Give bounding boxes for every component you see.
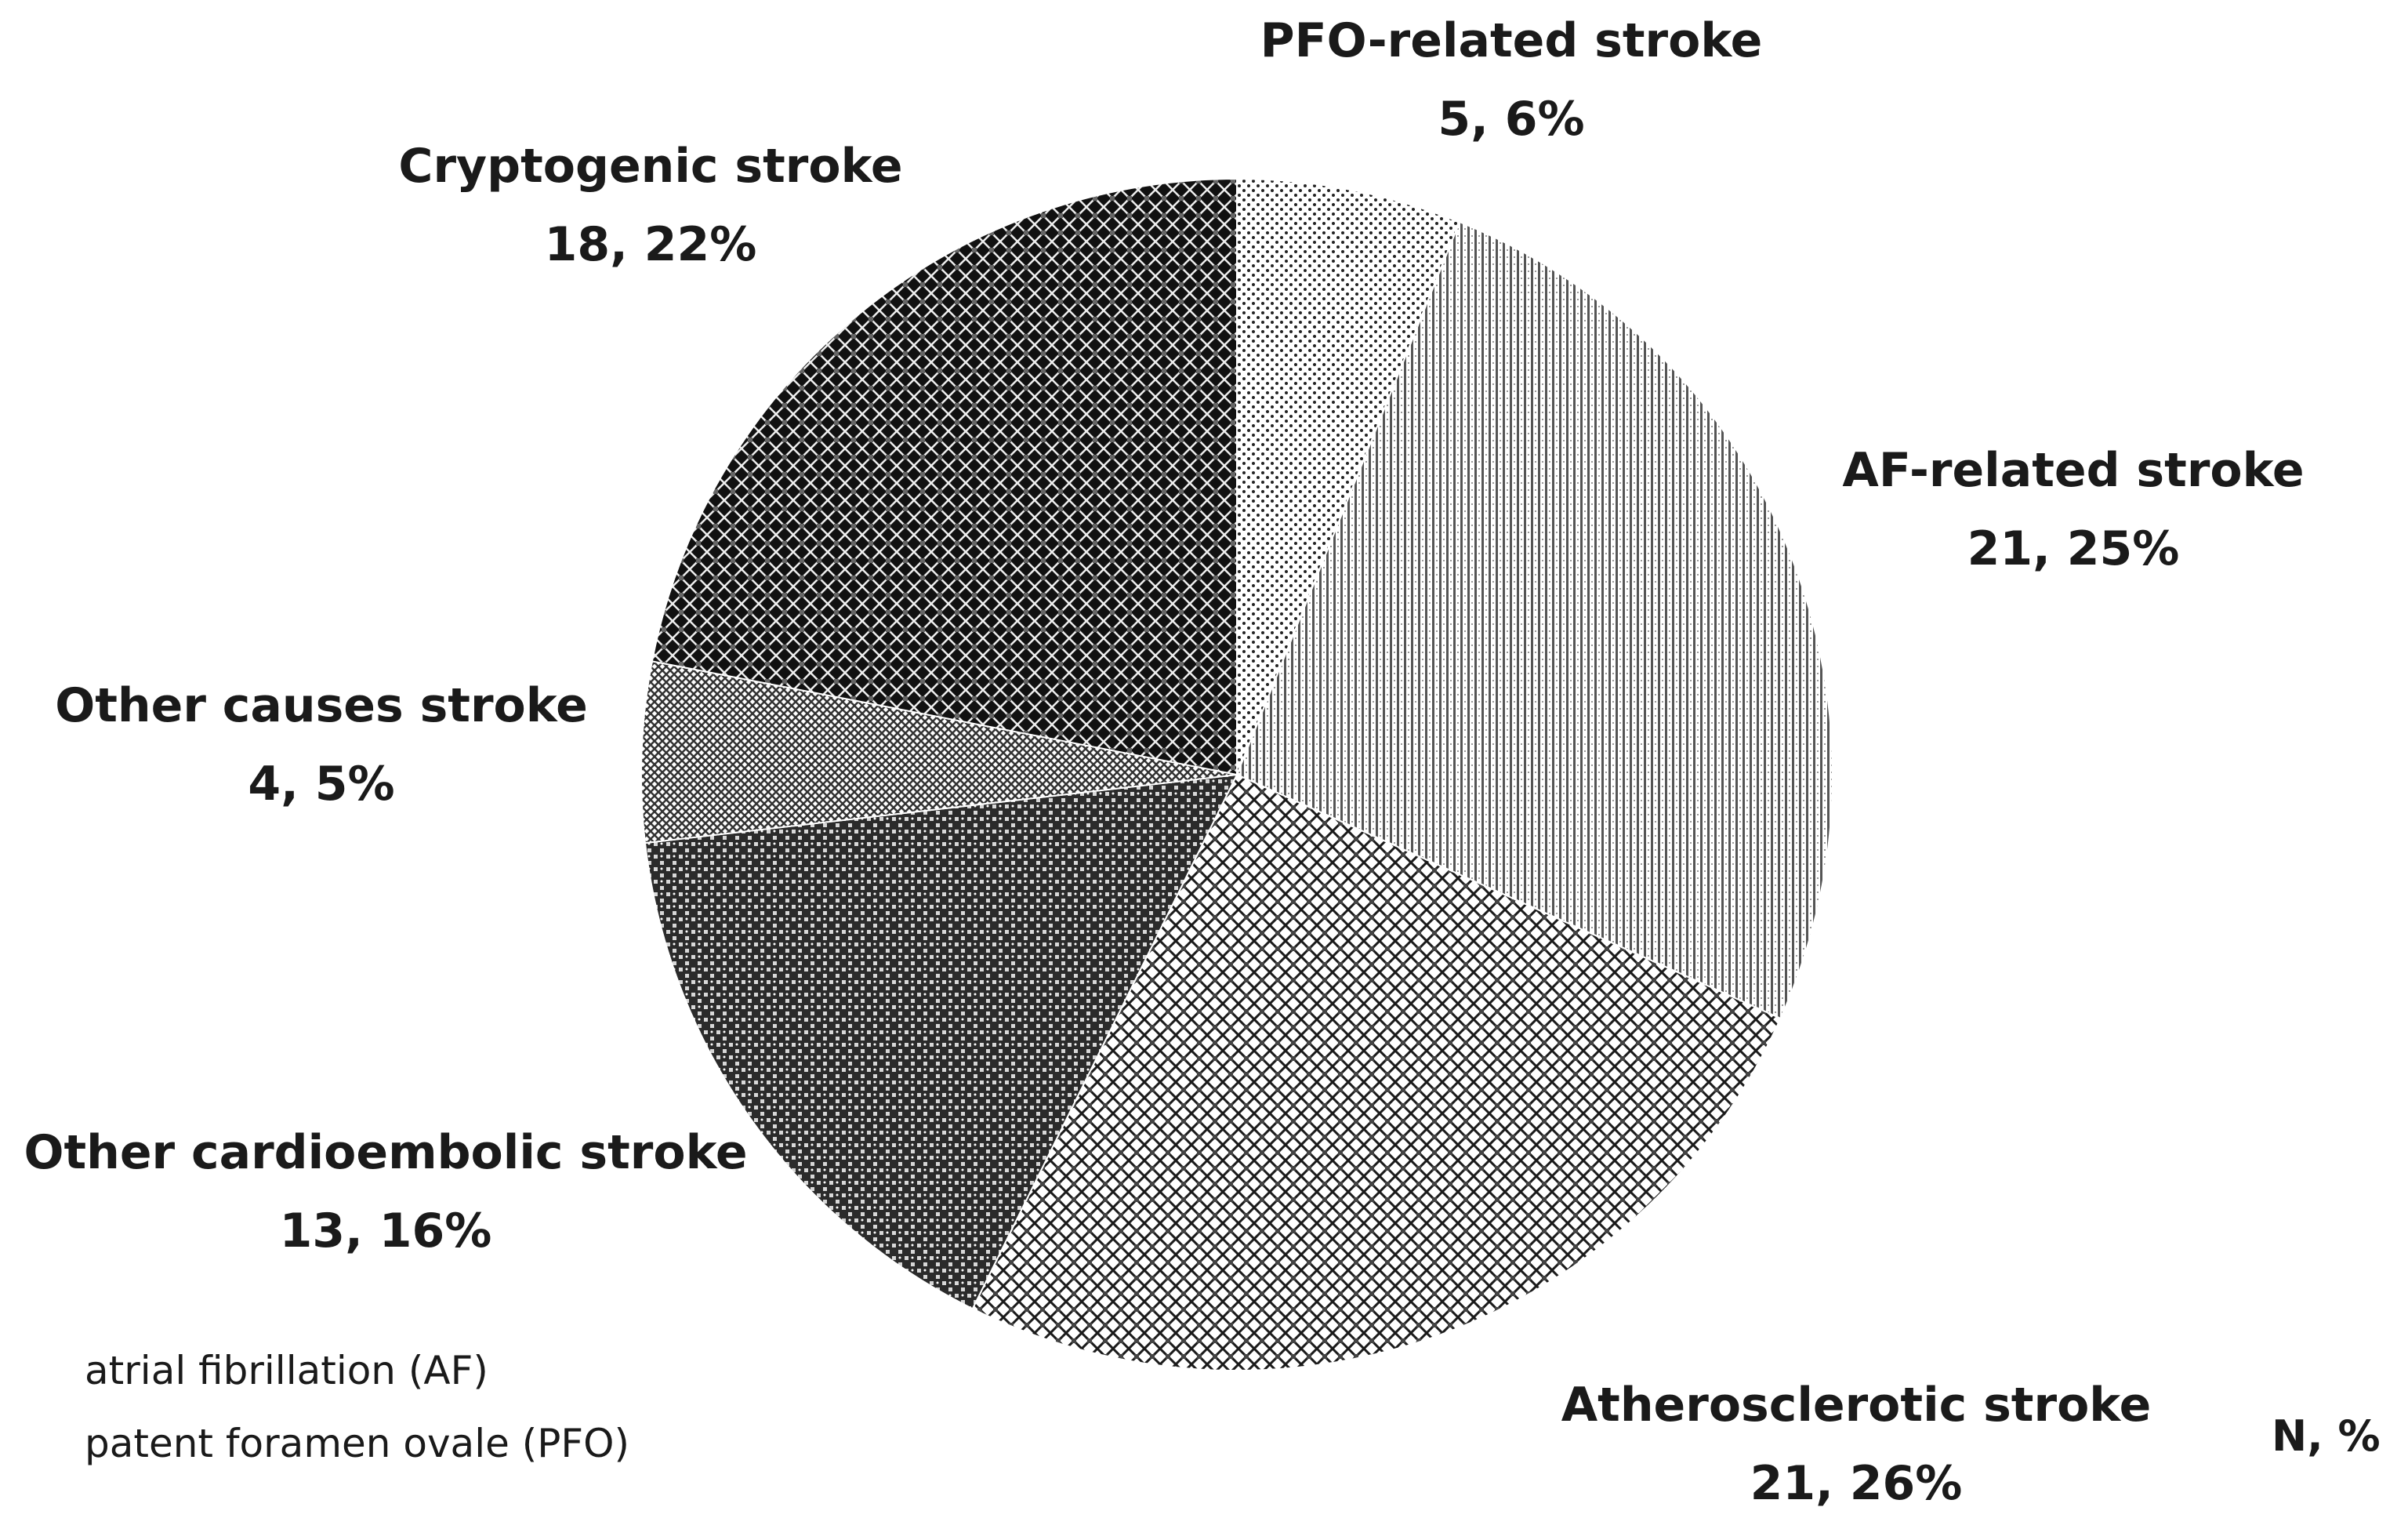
slice-label-other-causes-stroke: Other causes stroke xyxy=(55,678,588,733)
footnotes: atrial fibrillation (AF) patent foramen … xyxy=(85,1348,629,1466)
slice-other-causes-stroke xyxy=(640,660,1238,844)
slice-label-pfo-related-stroke: PFO-related stroke xyxy=(1260,13,1763,68)
slice-value-cryptogenic-stroke: 18, 22% xyxy=(545,217,757,272)
footnote-af: atrial fibrillation (AF) xyxy=(85,1348,488,1393)
slice-other-cardioembolic-stroke xyxy=(644,773,1238,1310)
units-note: N, % xyxy=(2272,1411,2381,1461)
slice-af-related-stroke xyxy=(1235,220,1833,1020)
slice-label-atherosclerotic-stroke: Atherosclerotic stroke xyxy=(1561,1378,2152,1433)
slice-atherosclerotic-stroke xyxy=(971,773,1782,1371)
footnote-pfo: patent foramen ovale (PFO) xyxy=(85,1421,629,1466)
slice-value-af-related-stroke: 21, 25% xyxy=(1967,521,2180,576)
slice-pfo-related-stroke xyxy=(1236,177,1461,775)
slice-label-cryptogenic-stroke: Cryptogenic stroke xyxy=(398,139,902,194)
slice-label-other-cardioembolic-stroke: Other cardioembolic stroke xyxy=(24,1125,747,1180)
pie-slices xyxy=(640,177,1833,1371)
slice-value-other-causes-stroke: 4, 5% xyxy=(248,757,394,812)
pie-labels: PFO-related stroke 5, 6% AF-related stroke… xyxy=(24,13,2304,1511)
slice-cryptogenic-stroke xyxy=(651,177,1238,776)
slice-label-af-related-stroke: AF-related stroke xyxy=(1842,443,2304,498)
slice-value-other-cardioembolic-stroke: 13, 16% xyxy=(280,1204,492,1258)
slice-value-atherosclerotic-stroke: 21, 26% xyxy=(1750,1456,1963,1511)
slice-value-pfo-related-stroke: 5, 6% xyxy=(1438,92,1584,147)
